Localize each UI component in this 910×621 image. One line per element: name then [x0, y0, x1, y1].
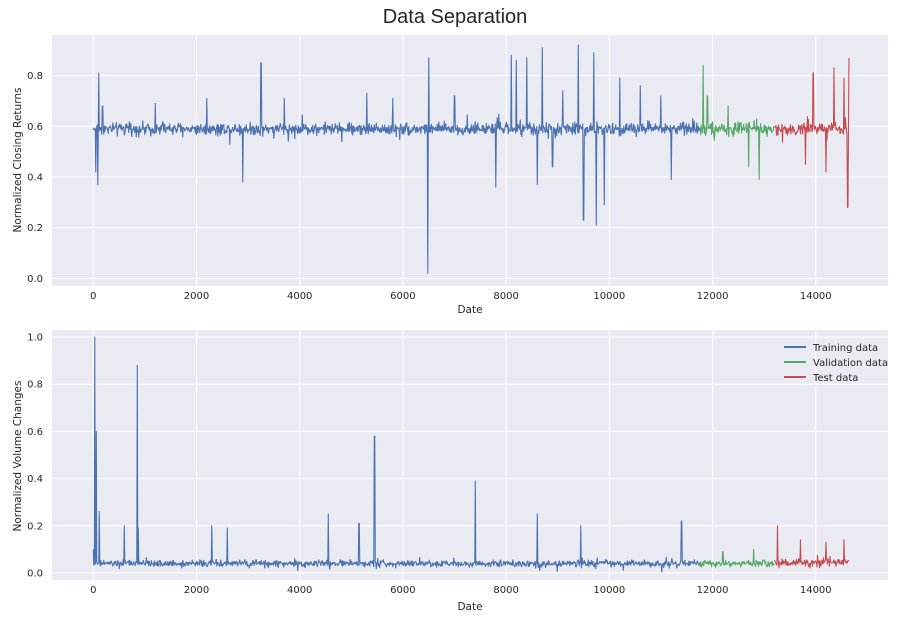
legend: Training data Validation data Test data [784, 343, 888, 384]
closing-returns-ytick-label: 0.2 [27, 223, 43, 234]
closing-returns-xtick-label: 0 [90, 291, 96, 302]
closing-returns-ytick-label: 0.8 [27, 71, 43, 82]
volume-changes-ytick-label: 0.4 [27, 474, 43, 485]
volume-changes-panel: 0 2000 4000 6000 8000 10000 12000 14000 0.0 0.2 0.… [12, 330, 888, 613]
volume-changes-ytick-label: 0.2 [27, 521, 43, 532]
legend-label-test: Test data [812, 373, 858, 384]
closing-returns-ylabel: Normalized Closing Returns [12, 88, 24, 233]
closing-returns-xtick-label: 2000 [184, 291, 209, 302]
figure-title: Data Separation [383, 6, 528, 28]
volume-changes-xtick-label: 0 [90, 585, 96, 596]
volume-changes-series-training [92, 336, 700, 573]
volume-changes-ytick-label: 1.0 [27, 333, 43, 344]
closing-returns-xtick-label: 8000 [493, 291, 518, 302]
legend-label-validation: Validation data [813, 358, 888, 369]
volume-changes-xlabel: Date [457, 601, 482, 613]
volume-changes-ytick-label: 0.0 [27, 568, 43, 579]
volume-changes-xtick-label: 6000 [390, 585, 415, 596]
volume-changes-ytick-label: 0.6 [27, 427, 43, 438]
closing-returns-xtick-label: 10000 [593, 291, 625, 302]
legend-item-test: Test data [784, 373, 858, 384]
closing-returns-series-training [92, 44, 700, 274]
closing-returns-xtick-label: 4000 [287, 291, 312, 302]
closing-returns-ytick-label: 0.0 [27, 274, 43, 285]
closing-returns-ytick-label: 0.4 [27, 172, 43, 183]
legend-item-validation: Validation data [784, 358, 888, 369]
volume-changes-series-validation [699, 548, 775, 568]
closing-returns-ytick-label: 0.6 [27, 122, 43, 133]
volume-changes-xtick-label: 4000 [287, 585, 312, 596]
volume-changes-series-test [773, 525, 850, 569]
volume-changes-xtick-label: 2000 [184, 585, 209, 596]
closing-returns-xtick-label: 6000 [390, 291, 415, 302]
volume-changes-xtick-label: 8000 [493, 585, 518, 596]
closing-returns-series-test [774, 57, 850, 208]
legend-label-training: Training data [812, 343, 878, 354]
closing-returns-xtick-label: 12000 [697, 291, 729, 302]
closing-returns-series-validation [699, 64, 775, 181]
volume-changes-xtick-label: 12000 [697, 585, 729, 596]
volume-changes-plot-area [52, 330, 888, 580]
closing-returns-panel: 0 2000 4000 6000 8000 10000 12000 14000 0.0 0.2 0.… [12, 35, 888, 316]
closing-returns-xlabel: Date [457, 304, 482, 316]
volume-changes-xtick-label: 10000 [593, 585, 625, 596]
volume-changes-xtick-label: 14000 [800, 585, 832, 596]
closing-returns-xtick-label: 14000 [800, 291, 832, 302]
closing-returns-plot-area [52, 35, 888, 286]
volume-changes-ylabel: Normalized Volume Changes [12, 381, 24, 532]
volume-changes-ytick-label: 0.8 [27, 380, 43, 391]
legend-item-training: Training data [784, 343, 878, 354]
